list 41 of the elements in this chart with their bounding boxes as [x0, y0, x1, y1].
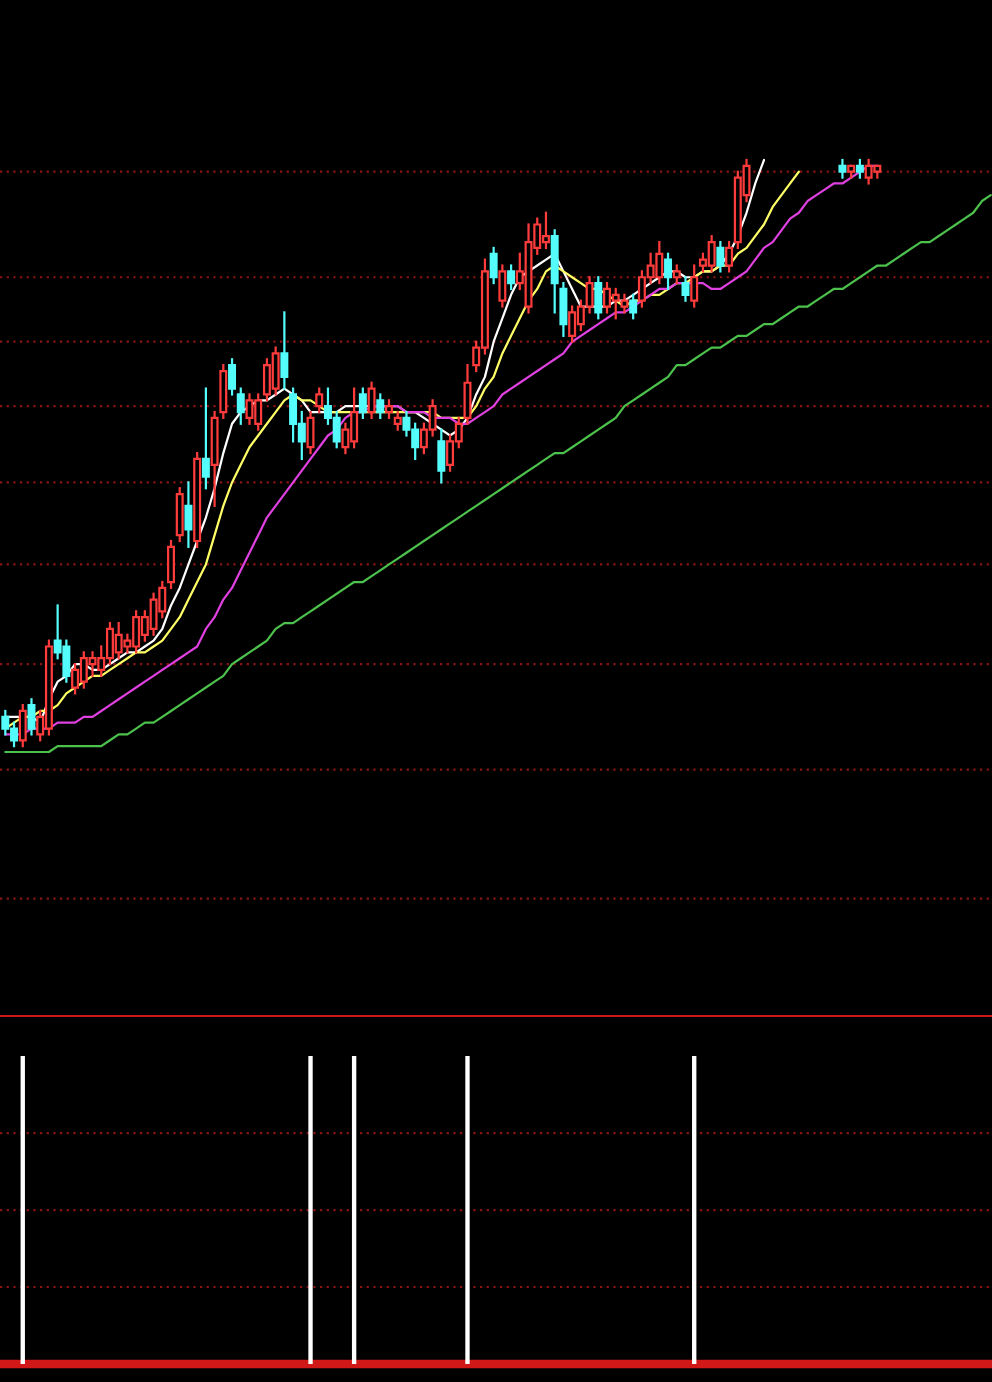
candlestick [838, 158, 847, 179]
candlestick [620, 293, 629, 314]
candlestick [498, 264, 507, 308]
candlestick [167, 539, 175, 589]
candlestick [114, 621, 123, 660]
candlestick [280, 311, 289, 390]
candlestick [236, 387, 245, 425]
candlestick [681, 276, 690, 302]
candlestick [71, 662, 80, 695]
candlestick [201, 387, 210, 490]
candlestick [184, 481, 193, 548]
candlestick [707, 235, 716, 273]
candlestick [289, 387, 298, 443]
candlestick [315, 387, 324, 414]
candlestick [690, 264, 699, 308]
candlestick [358, 387, 367, 420]
candlestick [332, 410, 341, 449]
candlestick [629, 293, 638, 320]
candlestick [437, 428, 446, 484]
candlestick [489, 246, 498, 285]
candlestick [725, 240, 734, 273]
candlestick [664, 252, 673, 291]
candlestick [175, 487, 184, 543]
candlestick [271, 346, 280, 396]
candlestick [306, 410, 315, 455]
candlestick [864, 158, 873, 185]
candlestick [88, 651, 97, 677]
candlestick [611, 287, 620, 320]
candlestick [1, 709, 10, 736]
candlestick [594, 276, 603, 320]
candlestick [655, 240, 664, 285]
candlestick [376, 393, 385, 420]
candlestick [367, 381, 376, 420]
candlestick [27, 698, 36, 736]
candlestick [568, 305, 577, 343]
candlestick [245, 393, 254, 425]
candlestick [18, 704, 27, 748]
candlestick [716, 240, 725, 273]
candlestick [541, 211, 550, 250]
candlestick [507, 264, 516, 291]
candlestick [228, 358, 237, 396]
